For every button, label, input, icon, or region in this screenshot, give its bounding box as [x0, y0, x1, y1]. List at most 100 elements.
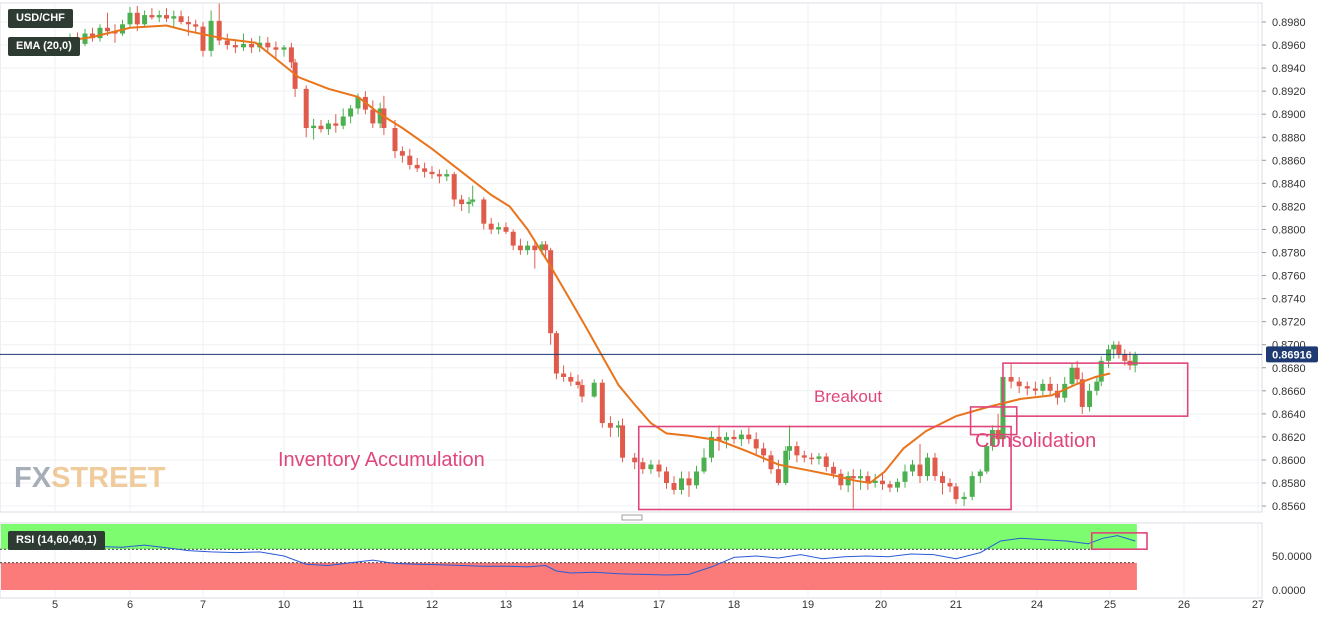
candle-body: [340, 116, 346, 126]
candle-body: [1132, 355, 1138, 366]
candle-body: [333, 123, 339, 126]
candle-body: [607, 423, 613, 428]
y-tick-label: 0.8880: [1272, 132, 1306, 144]
candle-body: [620, 425, 626, 458]
rsi-indicator-label[interactable]: RSI (14,60,40,1): [8, 531, 105, 550]
candle-body: [127, 12, 133, 25]
y-tick-label: 0.8980: [1272, 17, 1306, 29]
candle-body: [1008, 376, 1014, 382]
candle-body: [575, 381, 581, 386]
candle-body: [444, 174, 450, 177]
candle-body: [303, 88, 309, 129]
candle-body: [801, 455, 807, 458]
y-tick-label: 0.8620: [1272, 432, 1306, 444]
candle-body: [273, 47, 279, 50]
candle-body: [932, 457, 938, 477]
candle-body: [977, 471, 983, 477]
candle-body: [838, 473, 844, 486]
x-tick-label: 17: [653, 599, 665, 611]
candle-body: [671, 483, 677, 490]
candle-body: [865, 476, 871, 483]
candle-body: [656, 464, 662, 472]
candle-body: [105, 27, 110, 32]
candle-body: [548, 250, 554, 334]
candle-body: [325, 123, 331, 130]
candle-body: [632, 457, 638, 463]
candle-body: [481, 199, 487, 224]
candle-body: [510, 231, 516, 246]
candle-body: [850, 476, 856, 479]
candle-body: [858, 476, 864, 479]
candle-body: [232, 45, 238, 48]
candle-body: [887, 484, 893, 488]
y-tick-label: 0.8760: [1272, 271, 1306, 283]
candle-body: [422, 168, 428, 172]
candle-body: [1122, 353, 1128, 361]
candle-body: [164, 15, 169, 19]
candle-body: [953, 486, 959, 500]
x-tick-label: 6: [127, 599, 133, 611]
price-panel: [0, 2, 1263, 513]
ema-indicator-label[interactable]: EMA (20,0): [8, 37, 80, 56]
x-tick-label: 12: [426, 599, 438, 611]
candle-body: [1098, 360, 1104, 382]
consolidation-box: [1002, 362, 1189, 417]
candle-body: [193, 24, 199, 27]
candle-body: [686, 478, 692, 486]
candle-body: [459, 199, 465, 205]
y-tick-label: 0.8560: [1272, 501, 1306, 513]
candle-body: [488, 223, 494, 230]
candle-body: [466, 201, 472, 205]
candle-body: [664, 471, 669, 483]
y-tick-label: 0.8960: [1272, 40, 1306, 52]
y-tick-label: 0.8660: [1272, 386, 1306, 398]
candle-body: [241, 43, 246, 48]
candle-body: [224, 40, 230, 46]
candle-body: [97, 27, 103, 39]
candle-body: [616, 425, 621, 428]
candle-body: [561, 373, 567, 377]
candle-body: [845, 476, 851, 486]
rsi-line: [54, 535, 1136, 576]
candle-body: [895, 481, 900, 488]
rsi-overbought-zone: [1, 524, 1137, 550]
candle-body: [694, 471, 699, 486]
candle-body: [1074, 367, 1080, 380]
candle-body: [414, 164, 420, 169]
candle-body: [940, 476, 945, 483]
candle-body: [553, 333, 559, 374]
candle-body: [142, 15, 148, 25]
candle-body: [90, 33, 95, 39]
current-price-tag-bg: [1266, 346, 1318, 363]
candle-body: [1016, 381, 1022, 387]
x-tick-label: 13: [500, 599, 512, 611]
y-tick-label: 0.8680: [1272, 363, 1306, 375]
candle-body: [134, 12, 140, 25]
candle-body: [377, 108, 383, 124]
candle-body: [517, 245, 523, 251]
candle-body: [1111, 344, 1117, 350]
candle-body: [1116, 344, 1122, 354]
x-tick-label: 21: [950, 599, 962, 611]
candle-body: [436, 174, 442, 177]
candle-body: [831, 466, 837, 474]
candle-body: [496, 227, 502, 230]
candle-body: [171, 16, 177, 19]
rsi-y-tick-label: 0.0000: [1272, 585, 1306, 597]
candle-body: [709, 436, 714, 458]
x-tick-label: 19: [802, 599, 814, 611]
y-tick-label: 0.8740: [1272, 294, 1306, 306]
candle-body: [539, 244, 545, 251]
watermark-street: STREET: [51, 462, 166, 494]
rsi-y-tick-label: 50.0000: [1272, 551, 1312, 563]
candle-body: [679, 478, 684, 490]
x-tick-label: 24: [1031, 599, 1043, 611]
candle-body: [1069, 367, 1075, 384]
candle-body: [311, 125, 317, 129]
candle-body: [880, 480, 885, 485]
candle-body: [917, 464, 923, 477]
candle-body: [1040, 383, 1046, 391]
y-tick-label: 0.8920: [1272, 86, 1306, 98]
candle-body: [925, 457, 930, 477]
symbol-label: USD/CHF: [8, 9, 73, 28]
